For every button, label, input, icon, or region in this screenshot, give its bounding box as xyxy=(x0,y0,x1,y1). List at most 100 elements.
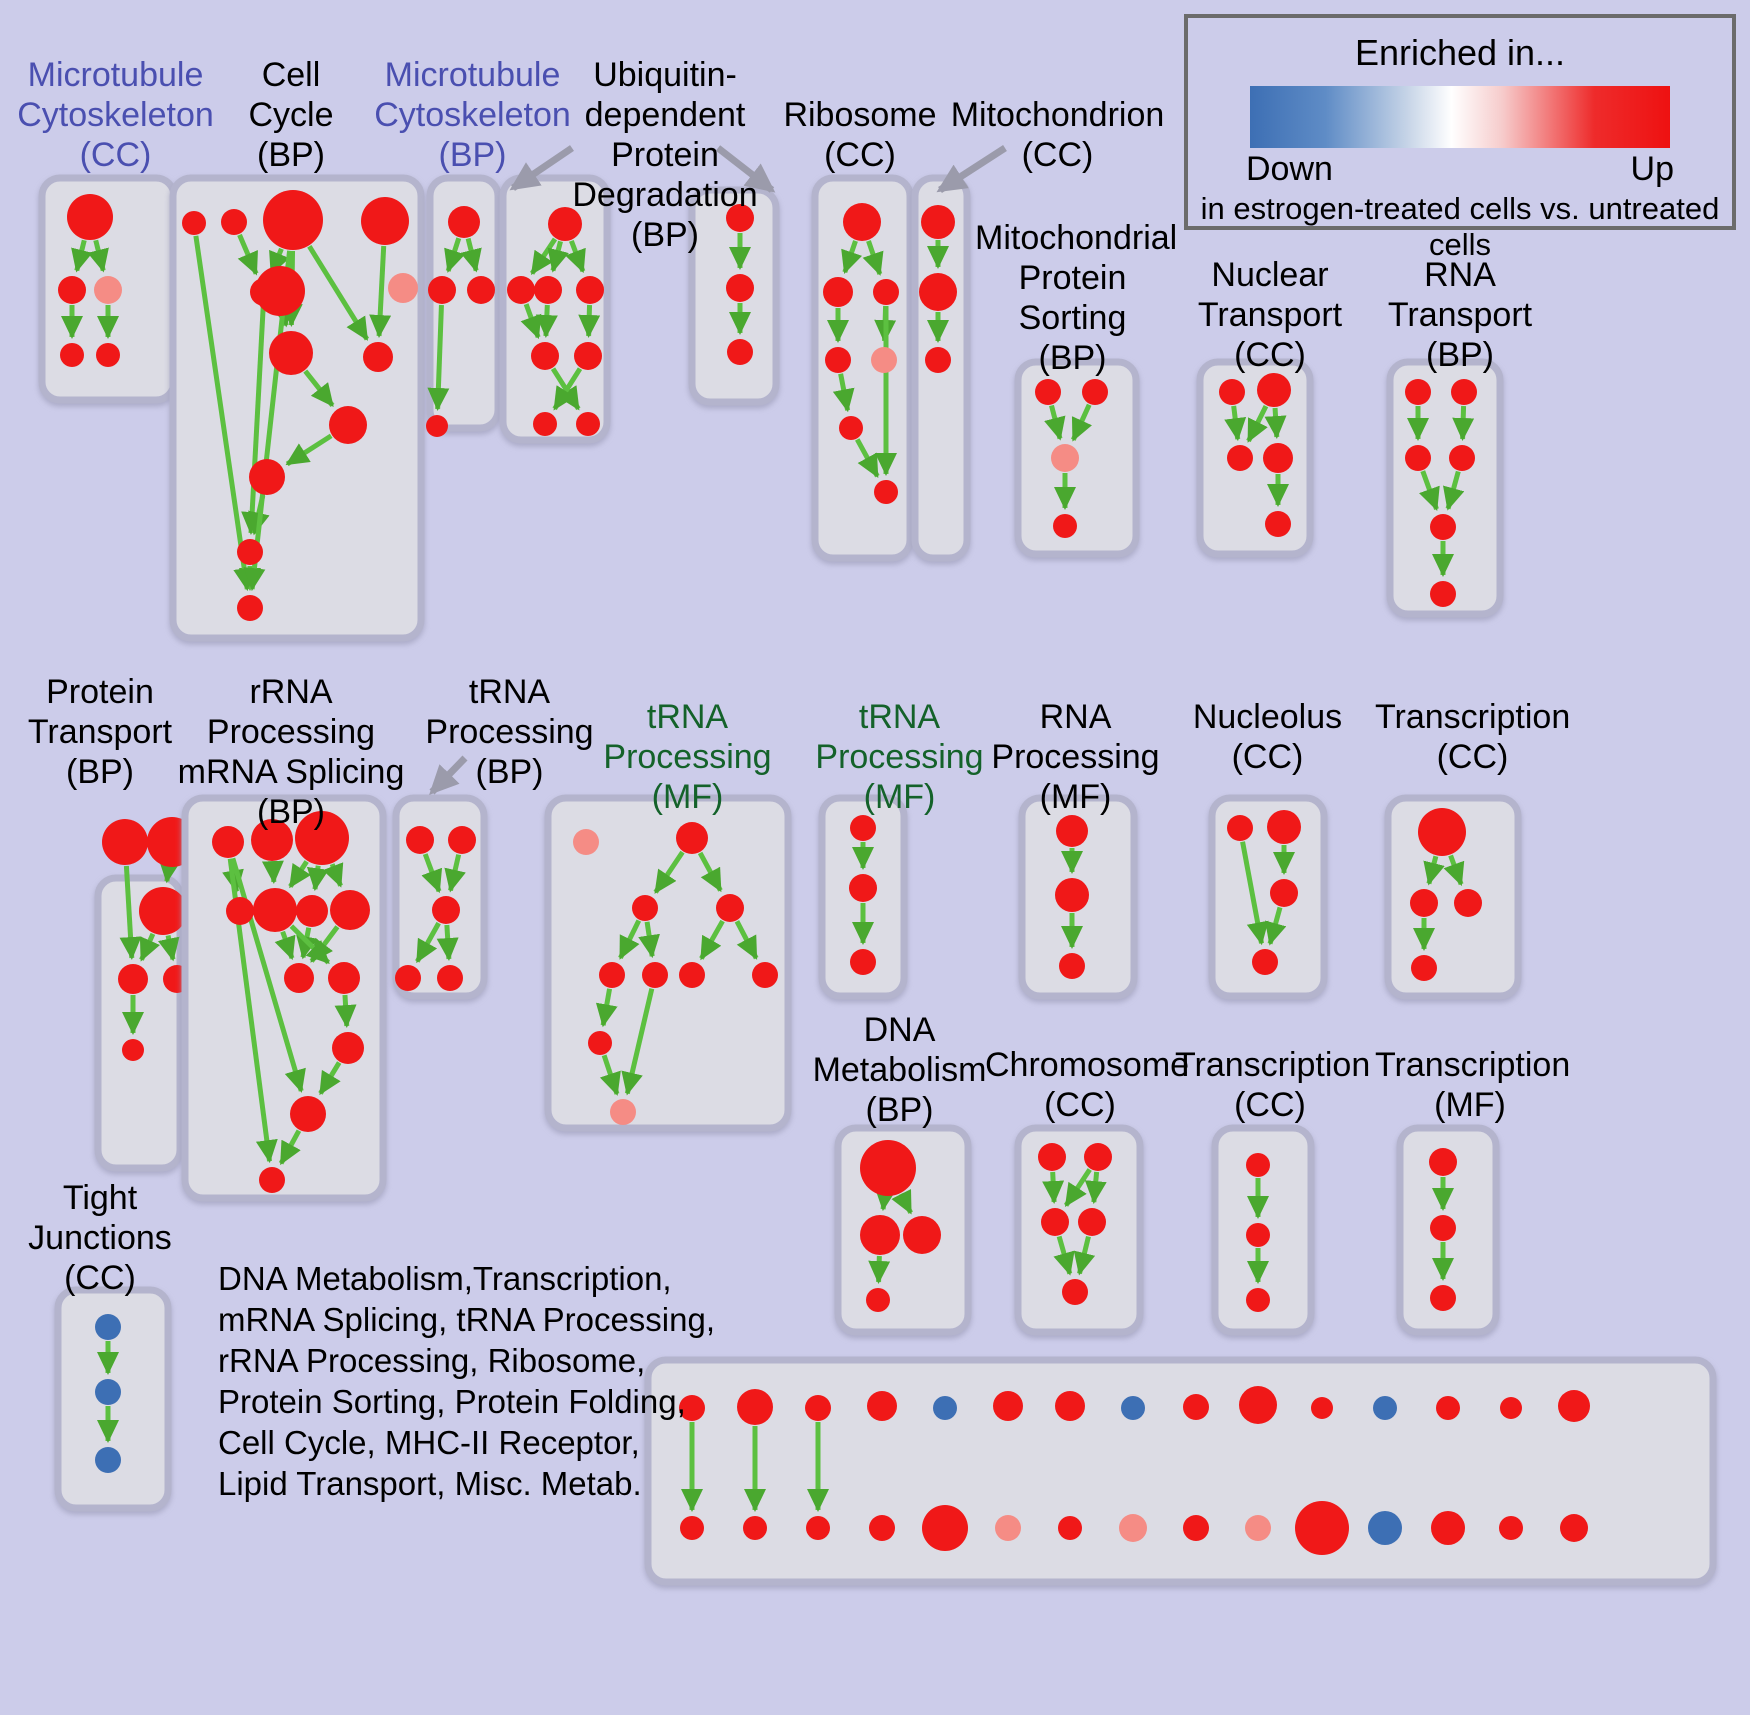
network-node[interactable] xyxy=(1411,955,1437,981)
network-node[interactable] xyxy=(873,279,899,305)
network-node[interactable] xyxy=(448,206,480,238)
network-node[interactable] xyxy=(328,962,360,994)
network-node[interactable] xyxy=(139,887,187,935)
network-node[interactable] xyxy=(922,1505,968,1551)
network-node[interactable] xyxy=(251,819,293,861)
network-node[interactable] xyxy=(1062,1279,1088,1305)
network-node[interactable] xyxy=(226,897,254,925)
network-node[interactable] xyxy=(182,211,206,235)
network-node[interactable] xyxy=(1082,379,1108,405)
network-node[interactable] xyxy=(259,1167,285,1193)
network-node[interactable] xyxy=(426,415,448,437)
network-node[interactable] xyxy=(632,895,658,921)
network-node[interactable] xyxy=(860,1140,916,1196)
network-node[interactable] xyxy=(1431,1511,1465,1545)
network-node[interactable] xyxy=(263,190,323,250)
network-node[interactable] xyxy=(1245,1515,1271,1541)
network-node[interactable] xyxy=(574,342,602,370)
network-node[interactable] xyxy=(871,347,897,373)
network-node[interactable] xyxy=(60,343,84,367)
network-node[interactable] xyxy=(823,277,853,307)
network-node[interactable] xyxy=(993,1391,1023,1421)
network-node[interactable] xyxy=(850,949,876,975)
network-node[interactable] xyxy=(1183,1394,1209,1420)
network-node[interactable] xyxy=(680,1516,704,1540)
network-node[interactable] xyxy=(437,965,463,991)
network-node[interactable] xyxy=(1499,1516,1523,1540)
network-node[interactable] xyxy=(874,480,898,504)
network-node[interactable] xyxy=(96,343,120,367)
network-node[interactable] xyxy=(1430,1285,1456,1311)
network-node[interactable] xyxy=(925,347,951,373)
network-node[interactable] xyxy=(295,811,349,865)
network-node[interactable] xyxy=(1405,379,1431,405)
network-node[interactable] xyxy=(1227,815,1253,841)
network-node[interactable] xyxy=(1430,581,1456,607)
network-node[interactable] xyxy=(548,207,582,241)
network-node[interactable] xyxy=(395,965,421,991)
network-node[interactable] xyxy=(432,896,460,924)
network-node[interactable] xyxy=(428,276,456,304)
network-node[interactable] xyxy=(212,826,244,858)
network-node[interactable] xyxy=(329,406,367,444)
network-node[interactable] xyxy=(221,209,247,235)
network-node[interactable] xyxy=(406,826,434,854)
network-node[interactable] xyxy=(1246,1223,1270,1247)
network-node[interactable] xyxy=(825,347,851,373)
network-node[interactable] xyxy=(839,416,863,440)
network-node[interactable] xyxy=(1219,379,1245,405)
network-node[interactable] xyxy=(869,1515,895,1541)
network-node[interactable] xyxy=(363,342,393,372)
network-node[interactable] xyxy=(850,815,876,841)
network-node[interactable] xyxy=(1056,815,1088,847)
network-node[interactable] xyxy=(743,1516,767,1540)
network-node[interactable] xyxy=(361,197,409,245)
network-node[interactable] xyxy=(1373,1396,1397,1420)
network-node[interactable] xyxy=(253,888,297,932)
network-node[interactable] xyxy=(388,273,418,303)
network-node[interactable] xyxy=(122,1039,144,1061)
network-node[interactable] xyxy=(933,1396,957,1420)
network-node[interactable] xyxy=(867,1391,897,1421)
network-node[interactable] xyxy=(332,1032,364,1064)
network-node[interactable] xyxy=(1410,889,1438,917)
network-node[interactable] xyxy=(573,829,599,855)
network-node[interactable] xyxy=(1119,1514,1147,1542)
network-node[interactable] xyxy=(1121,1396,1145,1420)
network-node[interactable] xyxy=(290,1096,326,1132)
network-node[interactable] xyxy=(1059,953,1085,979)
network-node[interactable] xyxy=(1430,1215,1456,1241)
network-node[interactable] xyxy=(1252,949,1278,975)
network-node[interactable] xyxy=(806,1516,830,1540)
network-node[interactable] xyxy=(679,1395,705,1421)
network-node[interactable] xyxy=(1451,379,1477,405)
network-node[interactable] xyxy=(1257,373,1291,407)
network-node[interactable] xyxy=(1265,511,1291,537)
network-node[interactable] xyxy=(752,962,778,988)
network-node[interactable] xyxy=(866,1288,890,1312)
network-node[interactable] xyxy=(255,266,305,316)
network-node[interactable] xyxy=(576,276,604,304)
network-node[interactable] xyxy=(296,895,328,927)
network-node[interactable] xyxy=(726,204,754,232)
network-node[interactable] xyxy=(1405,445,1431,471)
network-node[interactable] xyxy=(1430,514,1456,540)
network-node[interactable] xyxy=(94,276,122,304)
network-node[interactable] xyxy=(610,1099,636,1125)
network-node[interactable] xyxy=(1227,445,1253,471)
network-node[interactable] xyxy=(1035,379,1061,405)
network-node[interactable] xyxy=(849,874,877,902)
network-node[interactable] xyxy=(1053,514,1077,538)
network-node[interactable] xyxy=(921,205,955,239)
network-node[interactable] xyxy=(95,1314,121,1340)
network-node[interactable] xyxy=(330,890,370,930)
network-node[interactable] xyxy=(1418,808,1466,856)
network-node[interactable] xyxy=(642,962,668,988)
network-node[interactable] xyxy=(67,194,113,240)
network-node[interactable] xyxy=(1246,1153,1270,1177)
network-node[interactable] xyxy=(237,539,263,565)
network-node[interactable] xyxy=(805,1395,831,1421)
network-node[interactable] xyxy=(534,276,562,304)
network-node[interactable] xyxy=(118,964,148,994)
network-node[interactable] xyxy=(102,819,148,865)
